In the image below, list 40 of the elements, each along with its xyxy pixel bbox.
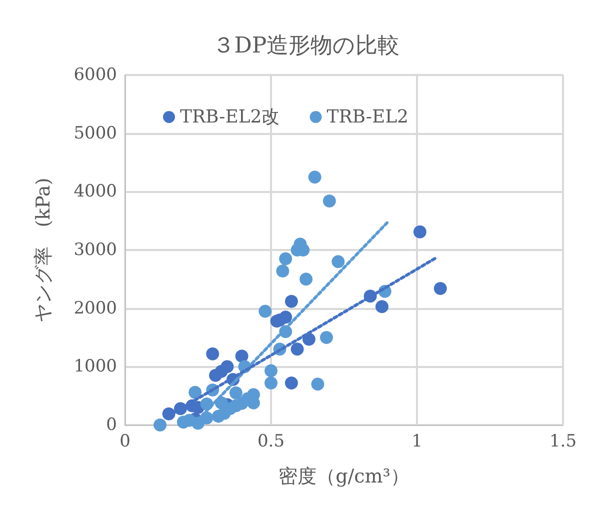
point xyxy=(235,350,248,363)
point xyxy=(290,342,304,356)
y-tick-label: 5000 xyxy=(74,123,117,144)
legend-label: TRB-EL2改 xyxy=(180,106,280,128)
point xyxy=(284,376,298,390)
point xyxy=(276,264,290,278)
point xyxy=(320,331,333,344)
legend-label: TRB-EL2 xyxy=(326,106,408,128)
point xyxy=(229,386,242,400)
x-tick-label: 0.5 xyxy=(257,432,285,452)
point xyxy=(264,364,278,378)
point xyxy=(300,272,313,286)
point xyxy=(311,378,324,391)
x-tick-label: 0 xyxy=(120,432,130,452)
point xyxy=(264,376,278,390)
y-tick-label: 2000 xyxy=(74,298,117,318)
y-tick-label: 0 xyxy=(106,415,117,435)
point xyxy=(188,386,202,399)
y-tick-label: 6000 xyxy=(74,65,117,85)
chart-title: ３DP造形物の比較 xyxy=(212,34,400,58)
x-tick-label: 1.5 xyxy=(549,432,577,452)
point xyxy=(258,304,272,318)
y-tick-label: 1000 xyxy=(74,356,117,377)
point xyxy=(332,255,345,268)
y-tick-label: 3000 xyxy=(74,240,117,260)
point xyxy=(434,282,447,295)
point xyxy=(308,170,322,184)
y-tick-label: 4000 xyxy=(74,182,117,202)
point xyxy=(284,294,298,308)
point xyxy=(220,360,234,374)
x-axis-title: 密度（g/cm³） xyxy=(278,466,410,488)
point xyxy=(279,252,292,266)
x-tick-label: 1 xyxy=(412,432,422,452)
y-axis-title: ヤング率 (kPa) xyxy=(32,178,54,322)
point xyxy=(413,225,426,238)
point xyxy=(154,418,167,432)
point xyxy=(209,368,222,382)
point xyxy=(322,194,336,208)
point xyxy=(375,300,388,314)
point xyxy=(206,347,220,360)
